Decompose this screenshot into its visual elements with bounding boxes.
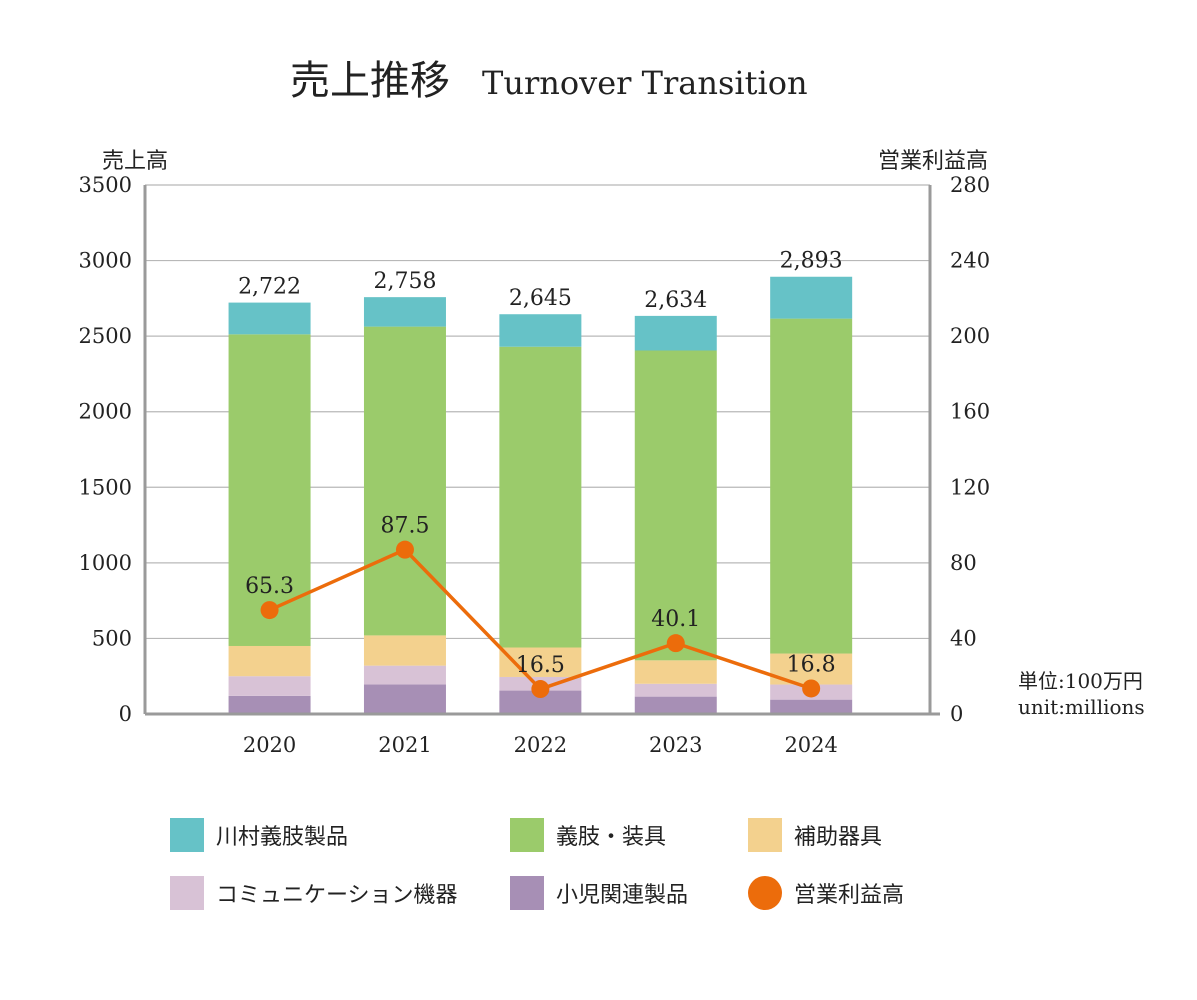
legend-item: 川村義肢製品 [170, 818, 348, 852]
y2-tick-label: 0 [950, 702, 963, 726]
bar-segment [228, 334, 311, 646]
legend-swatch [748, 818, 782, 852]
bar-segment [228, 676, 311, 696]
legend-label: 義肢・装具 [556, 825, 667, 850]
bar-segment [363, 684, 446, 714]
bar-total-label: 2,634 [644, 288, 707, 313]
legend-item: 営業利益高 [748, 876, 904, 910]
legend-label: 補助器具 [794, 825, 883, 850]
y-tick-label: 3000 [79, 249, 132, 273]
y-tick-label: 1000 [79, 551, 132, 575]
y-tick-label: 2500 [79, 324, 132, 348]
bar-segment [363, 297, 446, 327]
x-tick-label: 2020 [243, 733, 296, 757]
profit-point [395, 540, 414, 559]
bar-segment [363, 665, 446, 685]
y2-tick-label: 240 [950, 249, 990, 273]
legend-swatch [510, 876, 544, 910]
bar-total-label: 2,758 [373, 269, 436, 294]
profit-data-label: 40.1 [651, 607, 700, 632]
chart-subtitle: Turnover Transition [482, 64, 808, 102]
legend-swatch [170, 876, 204, 910]
profit-line: 65.3 87.5 16.5 40.1 16.8 [245, 514, 836, 699]
unit-label-ja: 単位:100万円 [1018, 669, 1143, 693]
bar-segment [499, 314, 582, 347]
x-tick-label: 2023 [649, 733, 702, 757]
chart-title: 売上推移 [290, 58, 450, 104]
y-tick-label: 0 [119, 702, 132, 726]
y-tick-label: 1500 [79, 475, 132, 499]
profit-data-label: 65.3 [245, 574, 294, 599]
y2-tick-label: 80 [950, 551, 977, 575]
x-tick-label: 2021 [378, 733, 431, 757]
y-axis-label: 売上高 [102, 149, 168, 174]
profit-point [531, 680, 550, 699]
y-tick-label: 3500 [79, 173, 132, 197]
y2-tick-label: 160 [950, 400, 990, 424]
legend-item: 義肢・装具 [510, 818, 666, 852]
bar-total-label: 2,893 [780, 249, 843, 274]
y2-axis-label: 営業利益高 [878, 149, 988, 174]
y-tick-label: 500 [92, 626, 132, 650]
legend-label: 小児関連製品 [556, 883, 689, 908]
legend-item: 補助器具 [748, 818, 882, 852]
x-tick-label: 2024 [784, 733, 837, 757]
profit-point [260, 601, 279, 620]
legend-swatch [510, 818, 544, 852]
profit-point [802, 679, 821, 698]
profit-data-label: 16.5 [516, 653, 565, 678]
bar-segment [363, 326, 446, 636]
bar-segment [634, 696, 717, 714]
y2-tick-label: 200 [950, 324, 990, 348]
bar-segment [228, 695, 311, 714]
axes [143, 185, 940, 716]
legend-label: コミュニケーション機器 [216, 883, 458, 908]
bar-segment [634, 350, 717, 661]
legend-item: 小児関連製品 [510, 876, 688, 910]
bar-segment [770, 318, 853, 654]
legend-label: 営業利益高 [794, 883, 905, 908]
bar-segment [634, 315, 717, 351]
y2-tick-label: 120 [950, 475, 990, 499]
legend-item: コミュニケーション機器 [170, 876, 458, 910]
y2-tick-label: 40 [950, 626, 977, 650]
tick-labels: 0 500 1000 1500 2000 2500 3000 3500 0 40 80 120 160 2… [79, 173, 991, 757]
bars: 2,722 2,758 2,645 2,634 2,893 [228, 249, 853, 714]
unit-label-en: unit:millions [1018, 695, 1145, 719]
bar-segment [228, 645, 311, 677]
legend-label: 川村義肢製品 [216, 825, 349, 850]
bar-segment [634, 660, 717, 684]
profit-data-label: 16.8 [787, 652, 836, 677]
bar-segment [770, 276, 853, 319]
profit-data-label: 87.5 [380, 514, 429, 539]
x-tick-label: 2022 [514, 733, 567, 757]
bar-segment [228, 302, 311, 335]
y-tick-label: 2000 [79, 400, 132, 424]
profit-point [666, 634, 685, 653]
bar-segment [634, 683, 717, 697]
legend-swatch [170, 818, 204, 852]
bar-segment [363, 635, 446, 666]
bar-total-label: 2,722 [238, 275, 301, 300]
bar-segment [770, 699, 853, 714]
bar-segment [499, 346, 582, 648]
legend-swatch [748, 876, 782, 910]
y2-tick-label: 280 [950, 173, 990, 197]
bar-total-label: 2,645 [509, 286, 572, 311]
bar-segment [499, 690, 582, 714]
